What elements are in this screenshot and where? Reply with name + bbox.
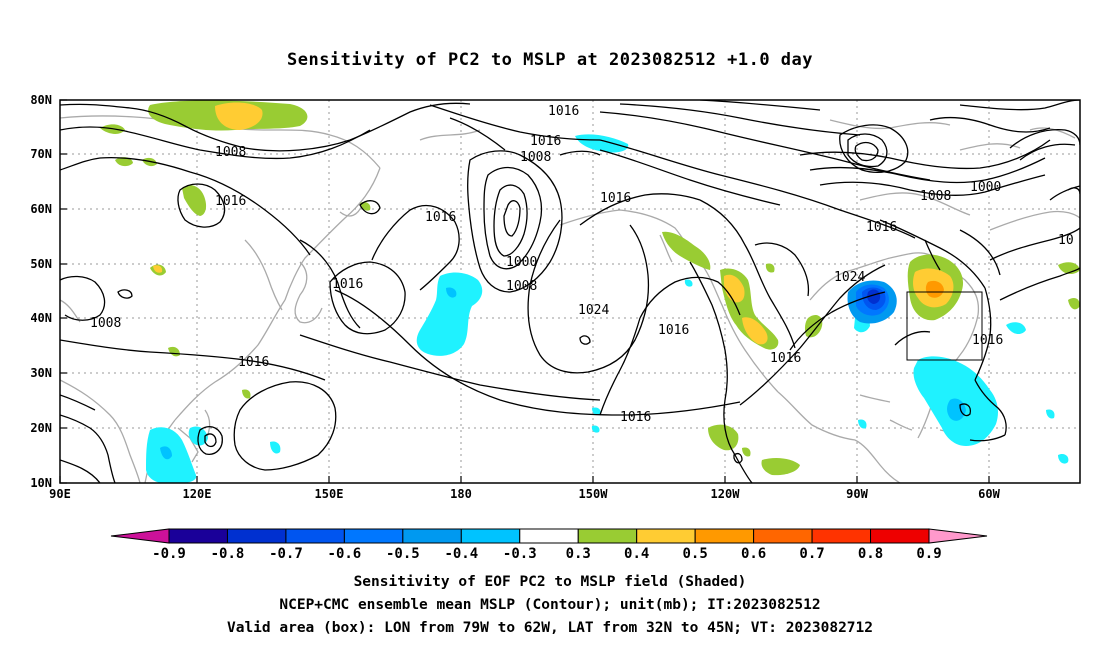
contour-label: 1016 xyxy=(530,134,561,149)
contour-label: 10 xyxy=(1058,233,1074,248)
colorbar-label: -0.6 xyxy=(328,546,362,562)
contour-label: 1016 xyxy=(620,410,651,425)
lon-tick-label: 180 xyxy=(450,487,472,501)
colorbar-label: -0.3 xyxy=(503,546,537,562)
contour-label: 1016 xyxy=(866,220,897,235)
valid-area-box xyxy=(906,291,983,361)
colorbar-label: 0.8 xyxy=(858,546,883,562)
colorbar-cell xyxy=(343,528,404,544)
lat-tick-label: 40N xyxy=(30,311,52,325)
colorbar-cell xyxy=(811,528,872,544)
lat-tick-label: 10N xyxy=(30,476,52,490)
contour-label: 1008 xyxy=(506,279,537,294)
caption-line-1: Sensitivity of EOF PC2 to MSLP field (Sh… xyxy=(353,574,747,590)
contour-label: 1008 xyxy=(920,189,951,204)
lon-tick-label: 60W xyxy=(978,487,1000,501)
contour-label: 1008 xyxy=(520,150,551,165)
colorbar-cell xyxy=(870,528,930,544)
contour-label: 1000 xyxy=(506,255,537,270)
contour-label: 1016 xyxy=(548,104,579,119)
caption-line-2: NCEP+CMC ensemble mean MSLP (Contour); u… xyxy=(279,597,821,613)
contour-label: 1008 xyxy=(215,145,246,160)
caption-line-3: Valid area (box): LON from 79W to 62W, L… xyxy=(226,620,873,636)
lat-tick-label: 80N xyxy=(30,93,52,107)
colorbar-label: 0.9 xyxy=(916,546,941,562)
lon-tick-label: 150W xyxy=(579,487,609,501)
contour-label: 1000 xyxy=(970,180,1001,195)
lat-tick-label: 20N xyxy=(30,421,52,435)
colorbar-label: -0.4 xyxy=(444,546,478,562)
colorbar-label: -0.8 xyxy=(211,546,245,562)
contour-labels: 1016 1016 1008 1008 1016 1016 1000 1008 … xyxy=(90,104,1074,425)
lat-tick-label: 70N xyxy=(30,147,52,161)
colorbar-cell xyxy=(636,528,696,544)
colorbar-label: 0.3 xyxy=(566,546,591,562)
colorbar-cell xyxy=(577,528,638,544)
contour-label: 1024 xyxy=(834,270,865,285)
lat-tick-label: 60N xyxy=(30,202,52,216)
lon-tick-label: 90E xyxy=(49,487,71,501)
colorbar-left-cap xyxy=(110,528,170,544)
contour-label: 1016 xyxy=(658,323,689,338)
contour-label: 1024 xyxy=(578,303,609,318)
colorbar-label: 0.7 xyxy=(799,546,824,562)
colorbar-label: 0.5 xyxy=(683,546,708,562)
lat-tick-label: 50N xyxy=(30,257,52,271)
colorbar-label: -0.7 xyxy=(269,546,303,562)
colorbar-label: -0.9 xyxy=(152,546,186,562)
colorbar-cell xyxy=(694,528,755,544)
contour-label: 1008 xyxy=(90,316,121,331)
contour-label: 1016 xyxy=(332,277,363,292)
colorbar-cell xyxy=(519,528,579,544)
contour-label: 1016 xyxy=(215,194,246,209)
colorbar-cell xyxy=(460,528,521,544)
colorbar-right-cap xyxy=(928,528,988,544)
lat-tick-label: 30N xyxy=(30,366,52,380)
contour-label: 1016 xyxy=(425,210,456,225)
colorbar-cell xyxy=(402,528,462,544)
colorbar-label: -0.5 xyxy=(386,546,420,562)
colorbar-cell xyxy=(226,528,287,544)
contour-label: 1016 xyxy=(770,351,801,366)
map-figure: 1016 1016 1008 1008 1016 1016 1000 1008 … xyxy=(30,93,1081,562)
colorbar-cell xyxy=(285,528,345,544)
contour-label: 1016 xyxy=(238,355,269,370)
lon-tick-label: 120W xyxy=(711,487,741,501)
contour-label: 1016 xyxy=(600,191,631,206)
lon-tick-label: 90W xyxy=(846,487,868,501)
colorbar-cell xyxy=(753,528,813,544)
colorbar: -0.9 -0.8 -0.7 -0.6 -0.5 -0.4 -0.3 0.3 0.4 0.5 0.6… xyxy=(110,528,988,562)
map-frame xyxy=(59,99,1081,484)
colorbar-label: 0.6 xyxy=(741,546,766,562)
colorbar-cell xyxy=(168,528,228,544)
lon-tick-label: 120E xyxy=(183,487,212,501)
contour-label: 1016 xyxy=(972,333,1003,348)
chart-title: Sensitivity of PC2 to MSLP at 2023082512… xyxy=(286,50,813,70)
colorbar-label: 0.4 xyxy=(624,546,649,562)
lon-tick-label: 150E xyxy=(315,487,344,501)
mslp-contours xyxy=(60,100,1080,483)
gridlines xyxy=(60,100,1080,483)
